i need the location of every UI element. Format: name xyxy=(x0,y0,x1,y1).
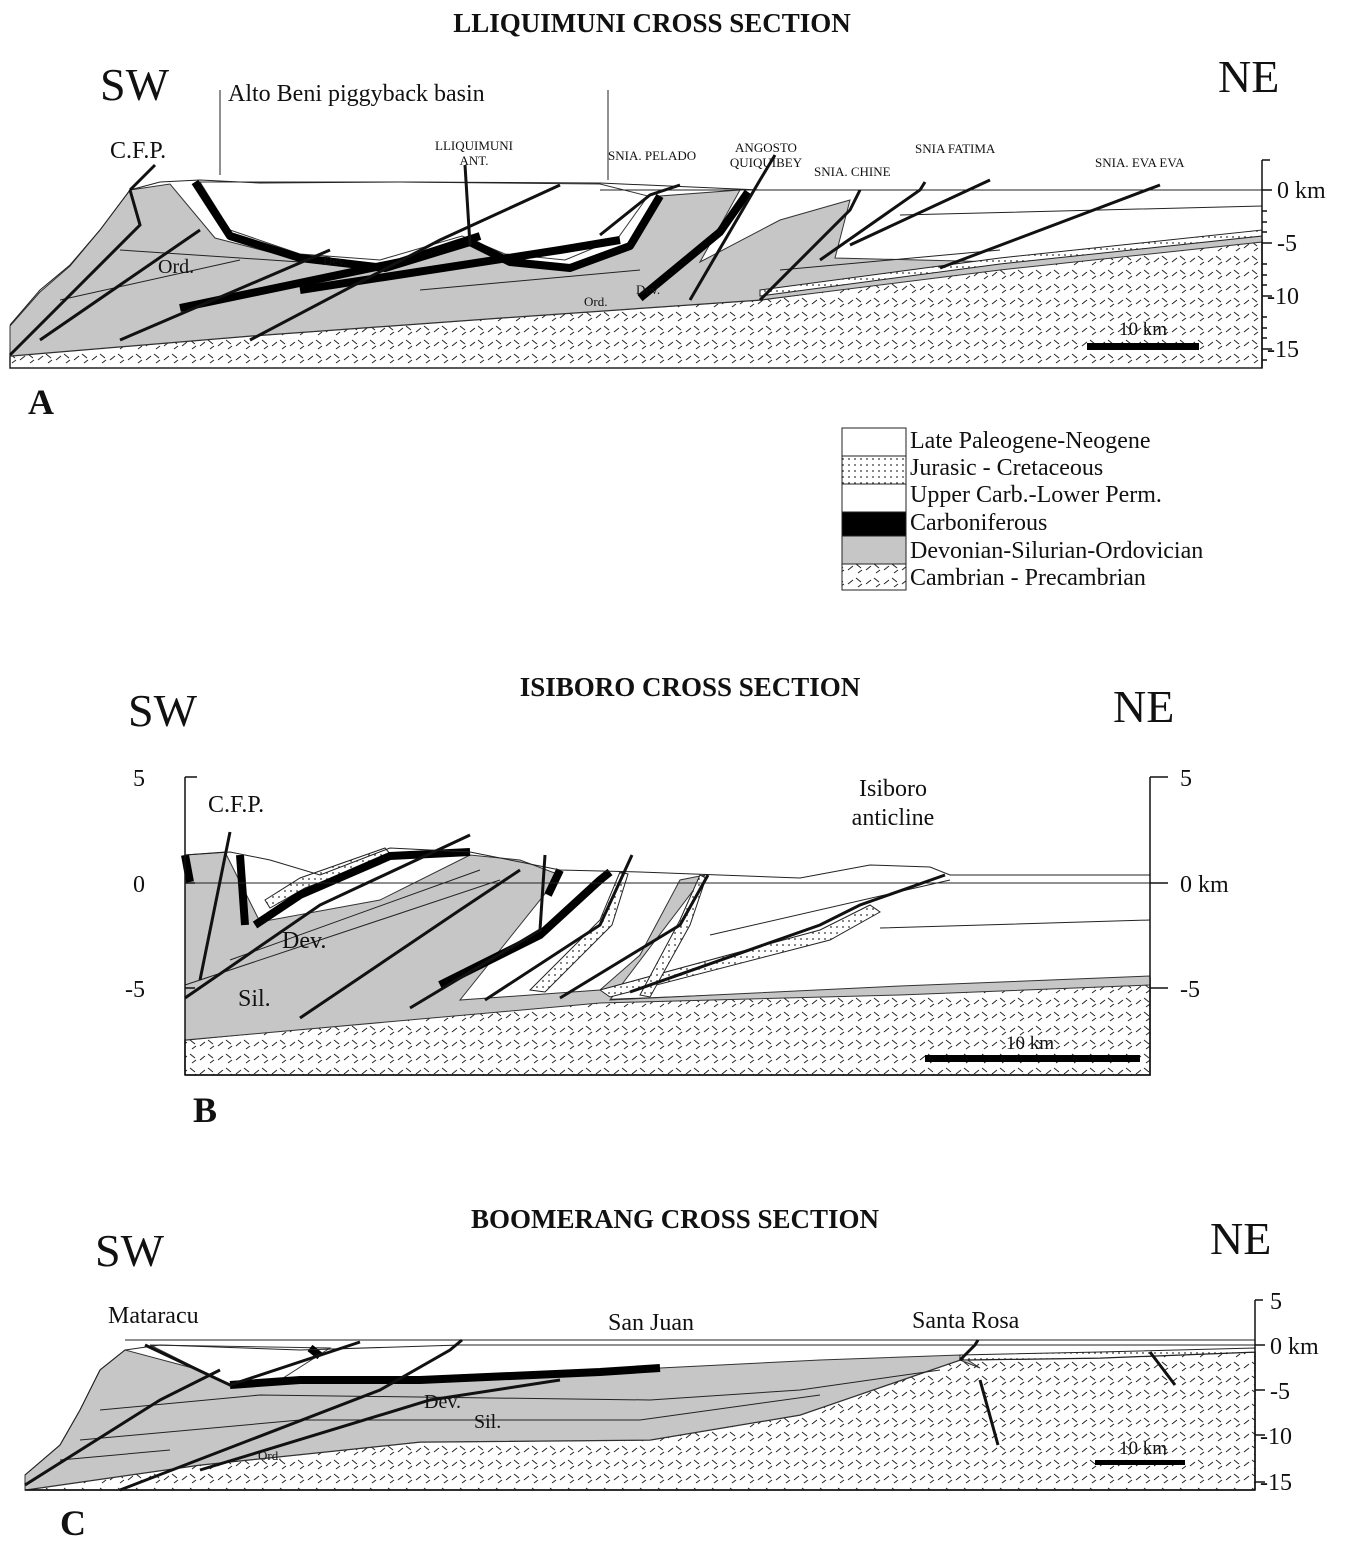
figure: LLIQUIMUNI CROSS SECTION SW NE C.F.P. Al… xyxy=(0,0,1365,1542)
swatch xyxy=(842,484,906,512)
label: LLIQUIMUNI xyxy=(435,138,513,153)
label: Dev. xyxy=(323,253,347,268)
legend-label: Upper Carb.-Lower Perm. xyxy=(910,482,1162,508)
scale-label: 10 km xyxy=(1119,1438,1167,1459)
legend-swatches xyxy=(842,428,906,590)
label: SNIA. PELADO xyxy=(608,148,696,163)
legend-label: Late Paleogene-Neogene xyxy=(910,428,1151,454)
depth-tick-label: 0 km xyxy=(1270,1334,1319,1360)
label: Dev. xyxy=(282,928,326,954)
legend-label: Jurasic - Cretaceous xyxy=(910,455,1103,481)
label: QUIQUIBEY xyxy=(730,155,803,170)
depth-tick-label: 5 xyxy=(1180,766,1192,792)
label: SNIA. EVA EVA xyxy=(1095,155,1185,170)
depth-tick-label: 5 xyxy=(1270,1289,1282,1315)
label: SNIA. CHINE xyxy=(814,164,891,179)
depth-tick-label: -5 xyxy=(1180,977,1200,1003)
direction-label: SW xyxy=(128,685,198,736)
depth-tick-label: -15 xyxy=(1267,337,1299,363)
legend-label: Devonian-Silurian-Ordovician xyxy=(910,538,1203,564)
label: SNIA FATIMA xyxy=(915,141,996,156)
depth-tick-label: 5 xyxy=(133,766,145,792)
depth-tick-label: 0 km xyxy=(1180,872,1229,898)
label: Dev. xyxy=(424,1391,461,1413)
label: Isiboro xyxy=(859,776,927,802)
direction-label: NE xyxy=(1210,1213,1271,1264)
section-title: ISIBORO CROSS SECTION xyxy=(520,672,861,702)
depth-tick-label: -10 xyxy=(1260,1424,1292,1450)
label: Ord. xyxy=(258,1448,281,1463)
legend-label: Carboniferous xyxy=(910,510,1047,536)
label: ANGOSTO xyxy=(735,140,797,155)
scale-label: 10 km xyxy=(1119,319,1167,340)
label: C.F.P. xyxy=(208,792,264,818)
swatch xyxy=(925,1055,1140,1062)
direction-label: NE xyxy=(1218,51,1279,102)
section-title: LLIQUIMUNI CROSS SECTION xyxy=(453,8,851,38)
label: Santa Rosa xyxy=(912,1308,1020,1334)
swatch xyxy=(842,536,906,564)
depth-tick-label: -10 xyxy=(1267,284,1299,310)
panel-letter: B xyxy=(193,1090,217,1130)
scale-label: 10 km xyxy=(1006,1033,1054,1054)
swatch xyxy=(842,564,906,590)
direction-label: SW xyxy=(100,59,170,110)
geologic-shape xyxy=(265,848,392,908)
label: San Juan xyxy=(608,1310,694,1336)
swatch xyxy=(842,428,906,456)
label: Sil. xyxy=(474,1411,501,1433)
section-title: BOOMERANG CROSS SECTION xyxy=(471,1204,880,1234)
depth-tick-label: 0 km xyxy=(1277,178,1326,204)
label: Sil. xyxy=(238,986,271,1012)
panel-letter: A xyxy=(28,382,54,422)
section-b xyxy=(185,777,1168,1075)
depth-tick-label: -15 xyxy=(1260,1470,1292,1496)
depth-tick-label: 0 xyxy=(133,872,145,898)
swatch xyxy=(842,512,906,536)
swatch xyxy=(1095,1460,1185,1465)
legend-label: Cambrian - Precambrian xyxy=(910,565,1146,591)
label: anticline xyxy=(852,805,935,831)
label: Ord. xyxy=(158,256,194,278)
swatch xyxy=(1087,343,1199,350)
section-a xyxy=(10,90,1272,368)
depth-tick-label: -5 xyxy=(125,977,145,1003)
swatch xyxy=(842,456,906,484)
label: ANT. xyxy=(459,153,488,168)
depth-tick-label: -5 xyxy=(1270,1379,1290,1405)
label: Dev. xyxy=(636,282,660,297)
label: Mataracu xyxy=(108,1303,199,1329)
label: C.F.P. xyxy=(110,138,166,164)
label: Alto Beni piggyback basin xyxy=(228,81,485,107)
label: Ord. xyxy=(584,294,607,309)
panel-letter: C xyxy=(60,1503,86,1542)
direction-label: NE xyxy=(1113,681,1174,732)
depth-tick-label: -5 xyxy=(1277,231,1297,257)
direction-label: SW xyxy=(95,1225,165,1276)
